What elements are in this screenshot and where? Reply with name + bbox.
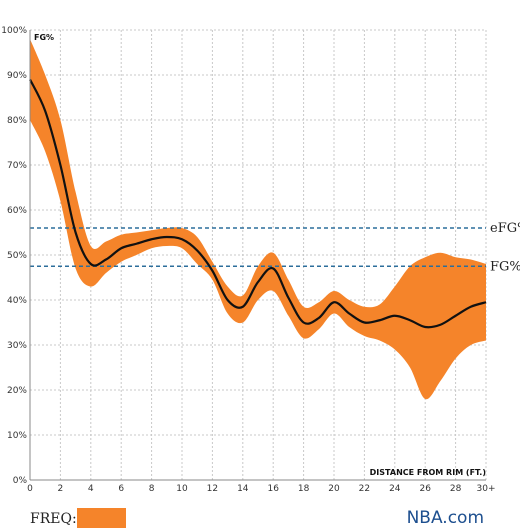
x-tick-label-24: 24 xyxy=(389,484,401,494)
y-tick-label-30%: 30% xyxy=(7,341,27,351)
x-tick-label-18: 18 xyxy=(298,484,310,494)
y-tick-label-20%: 20% xyxy=(7,386,27,396)
reference-label-1: FG% xyxy=(490,259,520,274)
x-tick-label-0: 0 xyxy=(27,484,33,494)
fg-line-layer xyxy=(29,79,487,329)
x-tick-label-6: 6 xyxy=(118,484,124,494)
x-tick-label-4: 4 xyxy=(88,484,94,494)
y-tick-label-10%: 10% xyxy=(7,431,27,441)
reference-lines: eFG% FG% xyxy=(30,221,520,274)
y-tick-label-80%: 80% xyxy=(7,116,27,126)
axes: 0 2 4 6 8 10 12 14 16 18 20 22 24 26 28 30+0%10%20%30%4… xyxy=(1,26,495,494)
confidence-band-layer xyxy=(30,39,486,400)
legend-label: FREQ: xyxy=(30,511,77,527)
x-tick-label-14: 14 xyxy=(237,484,249,494)
x-tick-label-28: 28 xyxy=(450,484,462,494)
x-axis-title: DISTANCE FROM RIM (FT.) xyxy=(370,468,486,477)
y-tick-label-100%: 100% xyxy=(1,26,27,36)
y-tick-label-40%: 40% xyxy=(7,296,27,306)
y-tick-label-0%: 0% xyxy=(13,476,28,486)
y-tick-label-90%: 90% xyxy=(7,71,27,81)
brand-logo: NBA.com xyxy=(407,508,484,528)
x-tick-label-16: 16 xyxy=(267,484,279,494)
x-tick-label-8: 8 xyxy=(149,484,155,494)
y-tick-label-60%: 60% xyxy=(7,206,27,216)
y-tick-label-70%: 70% xyxy=(7,161,27,171)
x-tick-label-10: 10 xyxy=(176,484,188,494)
x-tick-label-22: 22 xyxy=(359,484,370,494)
x-tick-label-30+: 30+ xyxy=(477,484,496,494)
x-tick-label-26: 26 xyxy=(419,484,431,494)
x-tick-label-2: 2 xyxy=(58,484,64,494)
confidence-band xyxy=(30,39,486,400)
y-tick-label-50%: 50% xyxy=(7,251,27,261)
fg-line-series-0 xyxy=(29,79,487,329)
reference-label-0: eFG% xyxy=(490,221,520,236)
x-tick-label-20: 20 xyxy=(328,484,340,494)
panel-label: FG% xyxy=(34,33,54,42)
legend-swatch xyxy=(77,508,126,528)
x-tick-label-12: 12 xyxy=(207,484,218,494)
